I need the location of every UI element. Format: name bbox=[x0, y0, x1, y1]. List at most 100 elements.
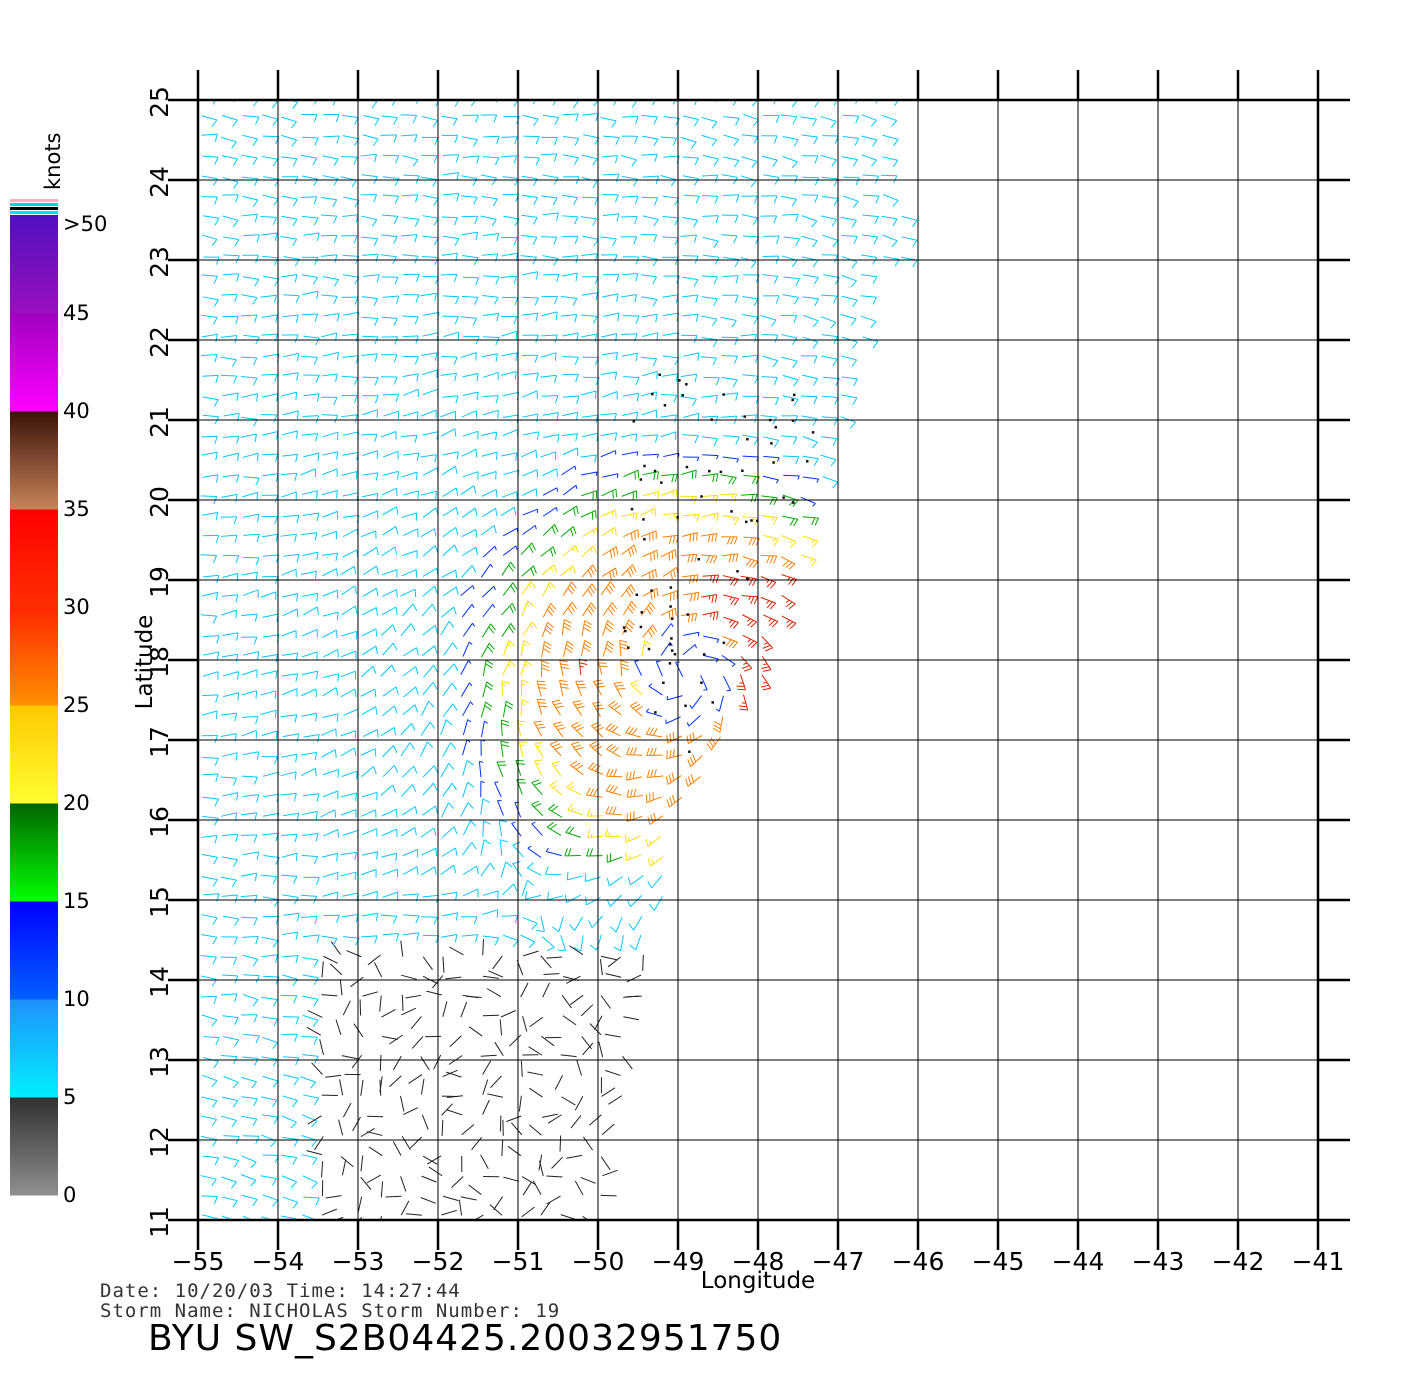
rain-flag-dot bbox=[774, 426, 778, 429]
wind-barb bbox=[441, 1209, 457, 1216]
wind-barb bbox=[559, 1135, 562, 1152]
rain-flag-dot bbox=[711, 701, 714, 704]
wind-barb bbox=[840, 416, 857, 429]
wind-barb bbox=[201, 1014, 218, 1027]
wind-barb bbox=[482, 820, 492, 838]
rain-flag-dot bbox=[792, 393, 796, 397]
wind-barb bbox=[680, 234, 697, 243]
wind-barb bbox=[542, 114, 560, 125]
wind-barb bbox=[760, 215, 778, 224]
colorbar-label: 30 bbox=[63, 595, 90, 619]
wind-barb bbox=[202, 574, 220, 584]
wind-barb bbox=[461, 295, 479, 305]
wind-barb bbox=[241, 1115, 258, 1127]
wind-barb bbox=[722, 194, 740, 203]
wind-barb bbox=[242, 254, 259, 263]
wind-barb bbox=[580, 390, 597, 399]
colorbar-band bbox=[10, 901, 58, 1000]
wind-barb bbox=[480, 720, 489, 738]
wind-barb bbox=[421, 154, 438, 164]
wind-barb bbox=[323, 649, 339, 658]
wind-barb bbox=[740, 175, 757, 188]
wind-barb bbox=[260, 294, 277, 304]
wind-barb bbox=[262, 1036, 278, 1050]
wind-barb bbox=[499, 839, 509, 856]
wind-barb bbox=[780, 314, 798, 323]
wind-barb bbox=[782, 294, 799, 305]
wind-barb bbox=[242, 794, 260, 803]
wind-barb bbox=[411, 1036, 424, 1049]
wind-barb bbox=[262, 634, 280, 643]
latitude-tick-label: 20 bbox=[145, 486, 174, 518]
wind-barb bbox=[500, 371, 517, 380]
wind-barb bbox=[682, 313, 699, 322]
wind-barb bbox=[540, 451, 557, 460]
wind-barb bbox=[801, 235, 818, 248]
wind-barb bbox=[541, 311, 558, 320]
wind-barb bbox=[401, 974, 417, 980]
wind-barb bbox=[322, 713, 339, 722]
wind-barb bbox=[648, 896, 663, 911]
wind-barb bbox=[721, 234, 738, 244]
wind-barb bbox=[401, 826, 417, 837]
wind-barb bbox=[442, 193, 460, 202]
wind-barb bbox=[701, 296, 718, 307]
wind-barb bbox=[261, 756, 278, 765]
wind-barb bbox=[442, 526, 459, 538]
wind-barb bbox=[441, 891, 458, 901]
wind-barb bbox=[361, 890, 378, 900]
wind-barb bbox=[442, 956, 445, 973]
wind-barb bbox=[569, 916, 584, 931]
wind-barb bbox=[421, 369, 438, 378]
wind-barb bbox=[622, 256, 640, 265]
wind-barb bbox=[462, 276, 480, 286]
wind-barb bbox=[741, 595, 759, 605]
wind-barb bbox=[682, 574, 699, 584]
wind-barb bbox=[321, 490, 338, 499]
wind-barb bbox=[500, 506, 517, 517]
wind-barb bbox=[402, 355, 419, 365]
wind-barb bbox=[382, 764, 399, 778]
wind-barb bbox=[383, 450, 399, 460]
wind-barb bbox=[321, 235, 338, 244]
wind-barb bbox=[619, 639, 629, 657]
wind-barb bbox=[462, 546, 478, 557]
wind-barb bbox=[683, 352, 700, 361]
wind-barb bbox=[401, 471, 418, 481]
wind-barb bbox=[360, 1127, 375, 1138]
wind-barb bbox=[626, 895, 643, 908]
wind-barb bbox=[361, 433, 378, 442]
wind-barb bbox=[541, 564, 558, 576]
wind-barb bbox=[300, 1076, 316, 1089]
wind-barb bbox=[361, 828, 378, 837]
wind-barb bbox=[482, 909, 499, 918]
wind-barb bbox=[480, 1054, 497, 1057]
wind-barb bbox=[642, 453, 659, 459]
wind-barb bbox=[503, 934, 519, 948]
wind-barb bbox=[801, 215, 818, 228]
wind-barb bbox=[661, 489, 677, 498]
wind-barb bbox=[741, 195, 758, 204]
wind-barb bbox=[702, 574, 720, 584]
wind-barb bbox=[599, 959, 603, 976]
wind-barb bbox=[302, 592, 319, 602]
wind-barb bbox=[220, 776, 238, 786]
wind-barb bbox=[702, 154, 720, 166]
wind-barb bbox=[261, 333, 278, 342]
wind-barb bbox=[791, 100, 798, 108]
rain-flag-dot bbox=[811, 431, 815, 434]
wind-barb bbox=[521, 1176, 537, 1186]
wind-barb bbox=[882, 134, 899, 147]
wind-barb bbox=[721, 336, 739, 346]
wind-barb bbox=[360, 809, 377, 818]
wind-barb bbox=[561, 433, 578, 442]
wind-barb bbox=[681, 532, 698, 543]
wind-barb bbox=[402, 866, 419, 875]
colorbar-band bbox=[10, 411, 58, 510]
wind-barb bbox=[441, 606, 457, 618]
wind-barb bbox=[528, 1124, 542, 1136]
wind-barb bbox=[562, 581, 577, 596]
wind-barb bbox=[665, 772, 682, 785]
wind-barb bbox=[482, 603, 496, 618]
wind-barb bbox=[564, 848, 581, 857]
